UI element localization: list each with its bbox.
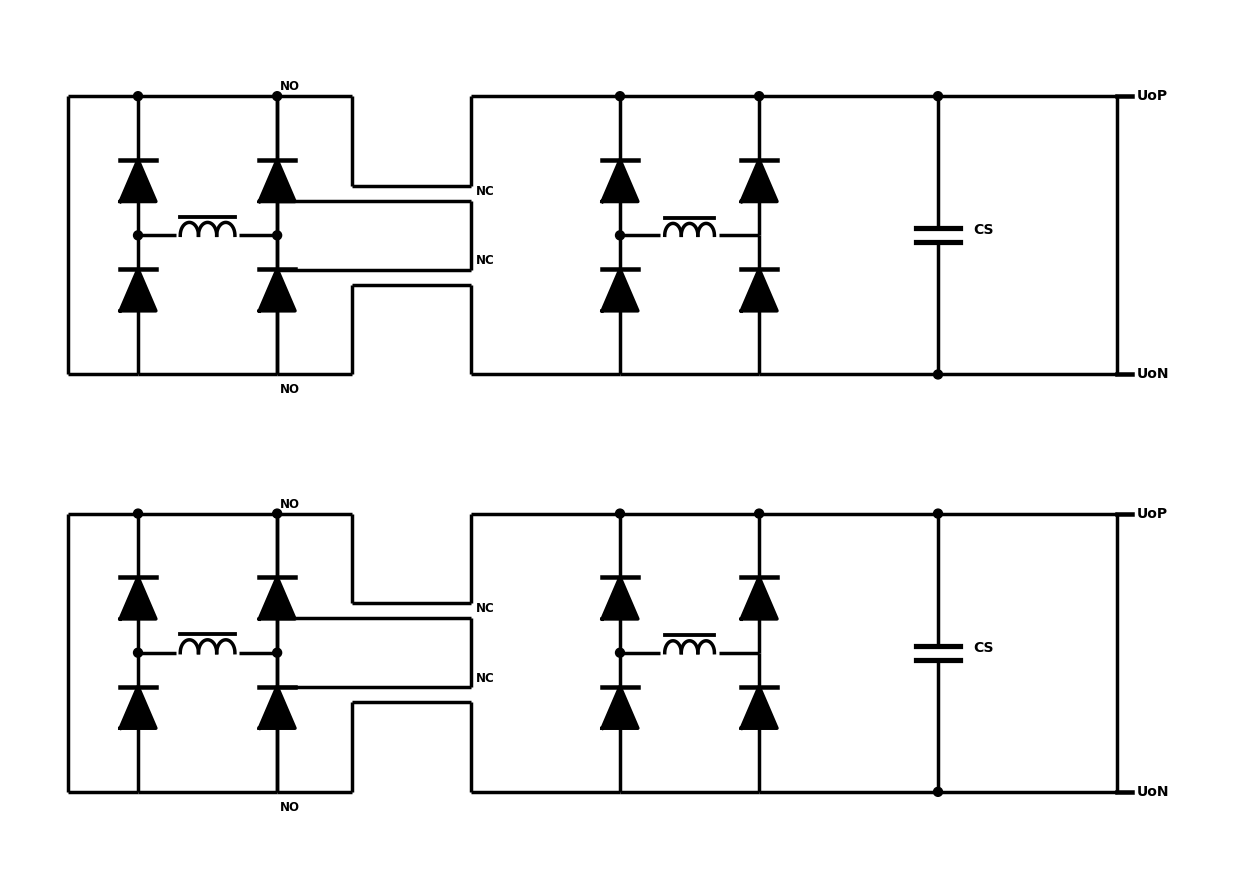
Circle shape [134, 509, 143, 518]
Circle shape [273, 509, 281, 518]
Polygon shape [120, 687, 156, 729]
Polygon shape [742, 578, 777, 619]
Circle shape [615, 92, 625, 101]
Circle shape [273, 231, 281, 240]
Circle shape [934, 509, 942, 518]
Polygon shape [603, 687, 637, 729]
Text: NC: NC [476, 602, 495, 615]
Text: NC: NC [476, 254, 495, 267]
Text: NO: NO [280, 498, 300, 510]
Polygon shape [259, 269, 295, 311]
Text: NO: NO [280, 801, 300, 814]
Text: UoN: UoN [1137, 785, 1169, 799]
Circle shape [755, 92, 764, 101]
Polygon shape [603, 269, 637, 311]
Text: CS: CS [973, 224, 993, 237]
Circle shape [615, 231, 625, 240]
Text: UoP: UoP [1137, 89, 1168, 103]
Circle shape [134, 648, 143, 657]
Circle shape [134, 231, 143, 240]
Circle shape [615, 509, 625, 518]
Circle shape [934, 370, 942, 379]
Circle shape [134, 92, 143, 101]
Polygon shape [603, 578, 637, 619]
Polygon shape [120, 160, 156, 201]
Polygon shape [259, 578, 295, 619]
Circle shape [755, 509, 764, 518]
Polygon shape [259, 687, 295, 729]
Text: NC: NC [476, 184, 495, 198]
Polygon shape [742, 269, 777, 311]
Text: CS: CS [973, 641, 993, 654]
Polygon shape [259, 160, 295, 201]
Circle shape [615, 648, 625, 657]
Circle shape [934, 92, 942, 101]
Polygon shape [742, 687, 777, 729]
Text: UoP: UoP [1137, 507, 1168, 520]
Polygon shape [120, 269, 156, 311]
Text: NC: NC [476, 671, 495, 685]
Circle shape [273, 92, 281, 101]
Polygon shape [603, 160, 637, 201]
Text: NO: NO [280, 384, 300, 396]
Polygon shape [120, 578, 156, 619]
Text: UoN: UoN [1137, 367, 1169, 382]
Circle shape [934, 788, 942, 797]
Polygon shape [742, 160, 777, 201]
Text: NO: NO [280, 80, 300, 93]
Circle shape [273, 648, 281, 657]
